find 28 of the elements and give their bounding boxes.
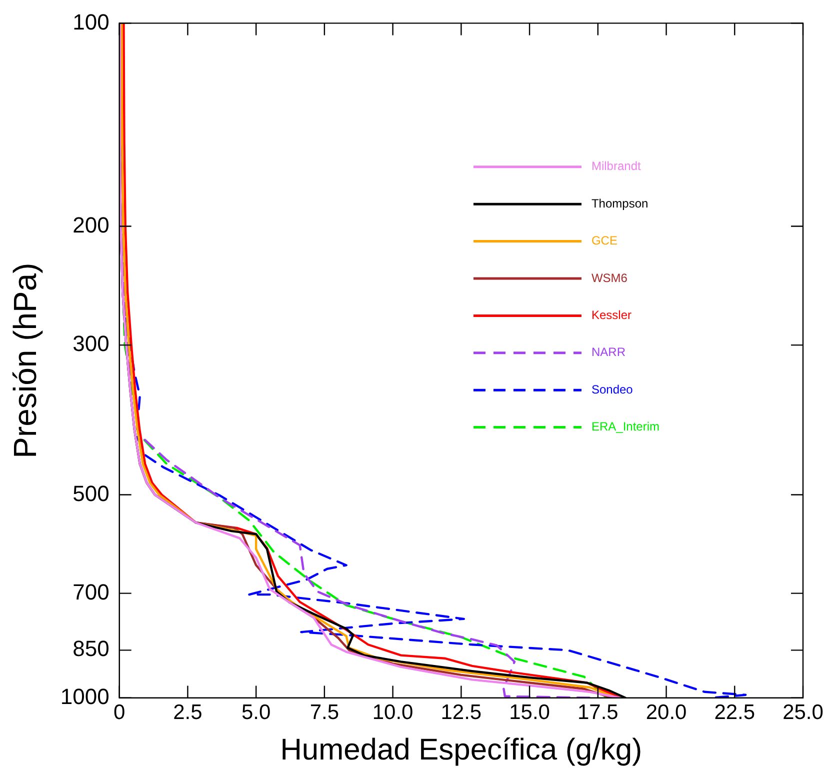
y-tick-label: 200 [72,212,110,238]
x-tick-label: 12.5 [440,701,482,724]
text: Milbrandt [591,159,642,174]
y-tick-label: 1000 [60,684,110,709]
y-tick-label: 850 [72,636,110,662]
y-tick-label: 500 [72,480,110,506]
x-tick-label: 15.0 [509,701,550,724]
x-tick-label: 5.0 [241,701,271,724]
y-tick-label: 300 [72,331,110,356]
text: Kessler [591,308,632,322]
y-tick-label: 700 [72,579,110,604]
text: ERA_Interim [591,420,660,434]
y-axis-title: Presión (hPa) [7,262,44,458]
x-axis-title: Humedad Específica (g/kg) [280,733,642,766]
x-tick-label: 22.5 [714,701,756,724]
text: WSM6 [591,270,628,285]
x-tick-label: 2.5 [173,701,202,724]
x-tick-label: 17.5 [577,701,618,724]
text: GCE [591,234,618,248]
y-tick-label: 100 [72,9,110,34]
x-tick-label: 7.5 [310,701,340,724]
x-tick-label: 10.0 [372,701,414,724]
x-tick-label: 0 [114,701,126,724]
text: NARR [591,345,626,360]
text: Sondeo [591,382,634,396]
x-tick-label: 25.0 [782,701,824,724]
text: Thompson [591,196,648,210]
x-tick-label: 20.0 [646,701,687,724]
